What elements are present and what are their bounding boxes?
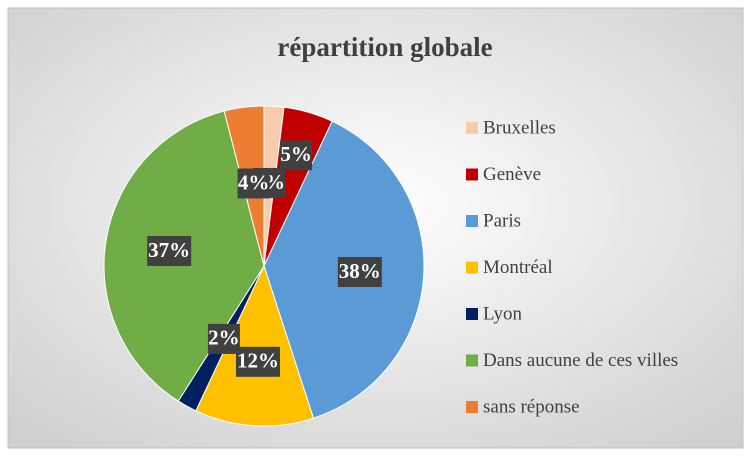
pie-slice [195, 264, 315, 427]
data-label-box [280, 140, 313, 171]
legend-swatch [466, 168, 478, 181]
data-label-box [337, 257, 382, 288]
legend-swatch [466, 122, 478, 134]
chart-title: répartition globale [277, 32, 492, 62]
data-label-box [235, 346, 280, 377]
data-label-box [237, 168, 270, 199]
legend-swatch [466, 215, 478, 227]
legend-swatch [466, 308, 478, 320]
data-label: 37% [148, 238, 190, 262]
data-label: 4% [238, 170, 270, 194]
data-label-box [207, 323, 240, 354]
data-label: 2% [208, 326, 240, 350]
data-label: 5% [280, 142, 312, 166]
legend-label: Dans aucune de ces villes [483, 350, 678, 371]
legend-label: Genève [483, 164, 541, 185]
legend-label: Lyon [483, 303, 523, 324]
legend-swatch [466, 261, 478, 274]
legend-label: Bruxelles [483, 117, 556, 138]
legend-swatch [466, 401, 478, 413]
legend-label: Montréal [483, 257, 553, 278]
legend-label: Paris [483, 210, 521, 231]
data-label-box [147, 235, 192, 266]
data-label: 38% [339, 259, 381, 283]
legend-label: sans réponse [483, 396, 580, 417]
legend-swatch [466, 354, 478, 367]
data-label: 12% [237, 349, 279, 373]
